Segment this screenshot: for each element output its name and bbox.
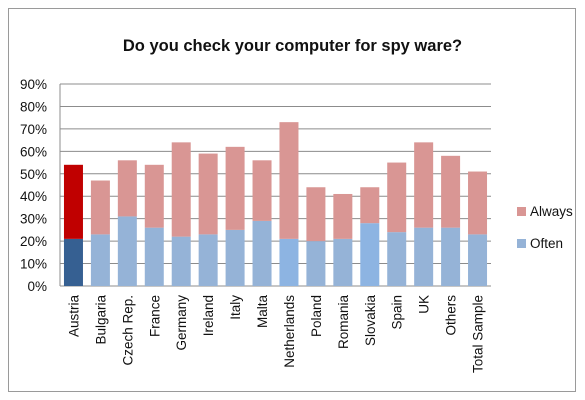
bar-always-czech-rep xyxy=(117,160,137,217)
y-tick-label: 30% xyxy=(20,212,47,227)
bar-often-ireland xyxy=(198,234,218,286)
bar-always-france xyxy=(144,164,164,228)
legend: Always Often xyxy=(517,204,573,251)
x-tick-label: Bulgaria xyxy=(93,295,108,345)
bar-often-spain xyxy=(387,232,407,286)
y-tick-label: 0% xyxy=(27,279,47,294)
bar-always-poland xyxy=(306,187,326,242)
chart-title: Do you check your computer for spy ware? xyxy=(122,37,463,55)
bar-always-germany xyxy=(171,142,191,237)
bar-always-netherlands xyxy=(279,122,299,239)
bar-often-malta xyxy=(252,220,272,286)
legend-swatch-often xyxy=(517,239,526,248)
y-tick-label: 80% xyxy=(20,99,47,114)
y-tick-label: 70% xyxy=(20,122,47,137)
x-tick-label: Poland xyxy=(309,295,324,337)
y-tick-label: 20% xyxy=(20,234,47,249)
bar-always-others xyxy=(441,155,461,228)
bar-often-bulgaria xyxy=(90,234,110,286)
y-tick-label: 60% xyxy=(20,144,47,159)
bar-often-others xyxy=(441,227,461,286)
y-tick-label: 90% xyxy=(20,77,47,92)
bar-always-italy xyxy=(225,146,245,230)
x-tick-label: Netherlands xyxy=(282,295,297,368)
bar-often-czech-rep xyxy=(117,216,137,286)
bar-always-austria xyxy=(63,164,83,239)
bar-always-total-sample xyxy=(468,171,488,235)
x-tick-label: Ireland xyxy=(201,295,216,336)
bar-often-austria xyxy=(63,238,83,286)
x-tick-label: Slovakia xyxy=(363,295,378,347)
legend-label-often: Often xyxy=(530,236,563,251)
x-tick-label: Romania xyxy=(336,295,351,350)
x-tick-label: France xyxy=(147,295,162,337)
bar-often-netherlands xyxy=(279,238,299,286)
x-tick-label: Austria xyxy=(66,295,81,338)
bar-always-spain xyxy=(387,162,407,233)
bars xyxy=(63,122,488,286)
x-tick-label: Malta xyxy=(255,295,270,329)
x-tick-label: Germany xyxy=(174,295,189,351)
x-tick-label: Total Sample xyxy=(471,295,486,373)
bar-often-slovakia xyxy=(360,223,380,286)
bar-always-ireland xyxy=(198,153,218,235)
bar-often-total-sample xyxy=(468,234,488,286)
legend-swatch-always xyxy=(517,207,526,216)
bar-often-poland xyxy=(306,241,326,286)
tick-labels: 0% 10% 20% 30% 40% 50% 60% 70% 80% 90% Austria Bulg… xyxy=(20,77,486,373)
bar-always-uk xyxy=(414,142,434,228)
x-tick-label: Italy xyxy=(228,295,243,320)
y-tick-label: 50% xyxy=(20,167,47,182)
bar-often-uk xyxy=(414,227,434,286)
x-tick-label: Spain xyxy=(390,295,405,330)
bar-always-slovakia xyxy=(360,187,380,224)
bar-always-romania xyxy=(333,193,353,239)
legend-label-always: Always xyxy=(530,204,573,219)
x-tick-label: UK xyxy=(417,295,432,314)
x-tick-label: Czech Rep. xyxy=(120,295,135,366)
bar-often-italy xyxy=(225,229,245,286)
y-tick-label: 40% xyxy=(20,189,47,204)
bar-often-germany xyxy=(171,236,191,286)
bar-always-malta xyxy=(252,160,272,221)
bar-often-france xyxy=(144,227,164,286)
bar-always-bulgaria xyxy=(90,180,110,235)
y-tick-label: 10% xyxy=(20,257,47,272)
x-tick-label: Others xyxy=(444,295,459,336)
bar-often-romania xyxy=(333,238,353,286)
